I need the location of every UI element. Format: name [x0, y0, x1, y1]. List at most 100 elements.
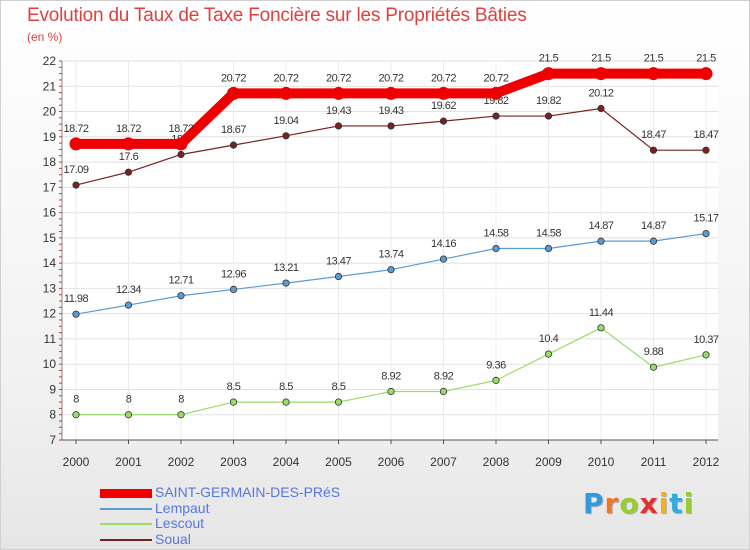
data-label: 20.72 [483, 72, 508, 84]
data-label: 19.82 [536, 95, 561, 107]
x-tick-label: 2004 [273, 455, 300, 469]
data-point [492, 376, 500, 384]
data-label: 14.87 [588, 220, 613, 232]
data-point [702, 229, 710, 238]
series-soual: 17.0917.618.318.6719.0419.4319.4319.6219… [63, 88, 719, 189]
data-point [437, 86, 450, 100]
data-label: 20.72 [431, 72, 456, 84]
series-lescout: 8 8 8 8.5 8.5 8.5 8.92 8.92 9.36 10.4 11.44 9.88 10.… [72, 307, 719, 419]
data-point [594, 67, 608, 81]
data-label: 8 [73, 394, 79, 406]
data-label: 13.47 [326, 256, 351, 268]
y-tick-label: 7 [49, 433, 56, 447]
y-tick-label: 17 [43, 180, 57, 194]
data-point [279, 86, 293, 100]
data-label: 9.36 [486, 359, 506, 371]
data-point [69, 137, 83, 151]
data-point [334, 272, 343, 281]
data-point [177, 292, 185, 300]
x-tick-label: 2001 [115, 455, 142, 469]
chart-title: Evolution du Taux de Taxe Foncière sur l… [27, 5, 527, 26]
data-label: 8.5 [279, 381, 293, 393]
x-tick-label: 2011 [641, 455, 667, 469]
data-label: 18.47 [693, 129, 718, 141]
data-point [544, 112, 553, 120]
data-label: 20.12 [588, 88, 613, 100]
data-point [72, 411, 80, 419]
data-label: 12.34 [116, 284, 141, 296]
data-label: 20.72 [326, 72, 351, 84]
data-point [72, 310, 80, 318]
data-label: 20.72 [221, 72, 246, 84]
y-tick-label: 13 [43, 281, 57, 295]
data-label: 21.5 [696, 53, 716, 65]
data-point [699, 67, 713, 81]
data-label: 8 [126, 394, 132, 406]
logo-letter: r [604, 487, 620, 520]
data-label: 20.72 [273, 72, 298, 84]
data-label: 8.5 [332, 381, 346, 393]
series-lempaut: 11.98 12.34 12.71 12.96 13.21 13.47 13.74 14.16… [64, 213, 719, 318]
data-label: 20.72 [378, 72, 403, 84]
data-point [387, 387, 395, 396]
data-label: 10.37 [693, 334, 718, 346]
y-tick-label: 11 [44, 332, 57, 346]
data-point [282, 279, 290, 287]
data-label: 12.96 [221, 268, 246, 280]
data-point [282, 398, 290, 406]
data-point [334, 122, 343, 130]
y-tick-label: 18 [43, 155, 57, 169]
y-tick-label: 20 [43, 105, 57, 119]
data-point [72, 181, 80, 189]
data-label: 8.92 [434, 370, 454, 382]
legend-label: Soual [155, 530, 191, 547]
legend-label: SAINT-GERMAIN-DES-PRéS [155, 484, 341, 500]
data-label: 19.04 [273, 115, 298, 127]
data-point [649, 237, 658, 245]
data-label: 8 [178, 394, 184, 406]
data-label: 18.72 [168, 123, 193, 135]
data-point [544, 350, 553, 358]
legend-label: Lescout [155, 515, 205, 531]
data-label: 13.74 [378, 249, 403, 261]
x-tick-label: 2008 [483, 455, 510, 469]
data-point [229, 285, 238, 294]
data-label: 11.98 [64, 293, 89, 305]
data-point [229, 141, 238, 149]
logo-letter: t [669, 487, 684, 520]
data-point [177, 150, 185, 159]
legend-swatch [100, 489, 152, 498]
data-point [439, 387, 448, 396]
y-tick-label: 9 [49, 382, 56, 396]
data-label: 8.5 [227, 381, 241, 393]
data-point [649, 146, 658, 154]
data-label: 8.92 [381, 370, 401, 382]
y-tick-label: 12 [43, 307, 57, 321]
data-label: 10.4 [539, 333, 559, 345]
x-tick-label: 2000 [63, 455, 90, 469]
data-point [387, 122, 395, 130]
legend-swatch [100, 523, 152, 525]
data-point [702, 351, 710, 359]
data-point [597, 104, 605, 113]
data-point [227, 86, 240, 100]
logo-letter: x [639, 487, 659, 520]
y-tick-label: 8 [49, 408, 56, 422]
logo-letter: i [658, 487, 670, 520]
legend-swatch [100, 507, 152, 510]
y-tick-label: 14 [43, 256, 57, 270]
x-tick-label: 2005 [325, 455, 352, 469]
series-saint-germain-des-pr-s: 18.72 18.72 18.72 20.72 20.72 20.72 20.72 20.72… [63, 53, 717, 151]
x-tick-label: 2012 [693, 455, 720, 469]
legend-label: Lempaut [155, 499, 210, 516]
data-label: 14.16 [431, 238, 456, 250]
x-tick-label: 2006 [378, 455, 405, 469]
data-point [174, 137, 188, 151]
data-label: 12.71 [168, 275, 193, 287]
data-point [649, 363, 658, 371]
data-point [702, 146, 710, 154]
y-tick-label: 19 [43, 130, 57, 144]
data-point [647, 67, 660, 81]
data-point [492, 112, 500, 120]
data-point [334, 398, 343, 406]
